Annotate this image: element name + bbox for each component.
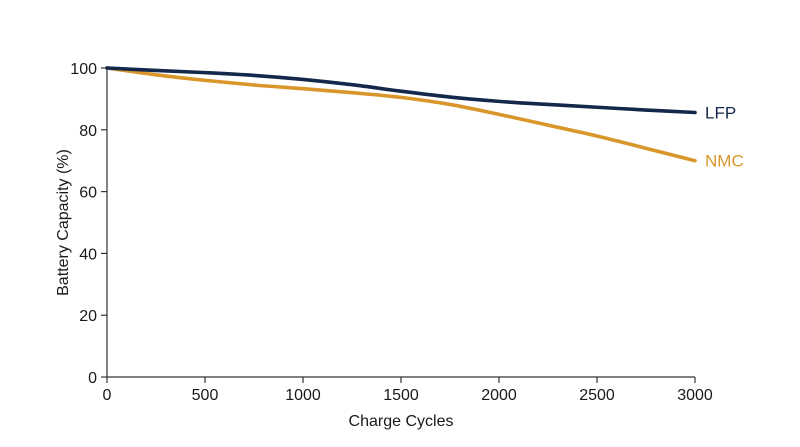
labels-layer: LFP NMC [705, 103, 744, 170]
series-layer [105, 66, 697, 163]
series-label-nmc: NMC [705, 152, 744, 171]
y-axis-title: Battery Capacity (%) [55, 149, 72, 296]
y-tick-label: 80 [79, 123, 97, 140]
x-tick-label: 500 [192, 387, 219, 404]
series-label-lfp: LFP [705, 103, 736, 122]
x-tick-label: 3000 [677, 387, 713, 404]
series-line-lfp [105, 66, 697, 115]
x-axis-title: Charge Cycles [349, 413, 454, 430]
y-tick-label: 60 [79, 185, 97, 202]
y-tick-label: 100 [70, 61, 97, 78]
y-tick-label: 0 [88, 370, 97, 387]
x-tick-label: 1000 [285, 387, 321, 404]
x-tick-label: 0 [103, 387, 112, 404]
y-tick-label: 40 [79, 246, 97, 263]
x-tick-label: 2500 [579, 387, 615, 404]
x-tick-label: 1500 [383, 387, 419, 404]
x-tick-label: 2000 [481, 387, 517, 404]
y-tick-label: 20 [79, 308, 97, 325]
series-line-nmc [105, 66, 697, 163]
